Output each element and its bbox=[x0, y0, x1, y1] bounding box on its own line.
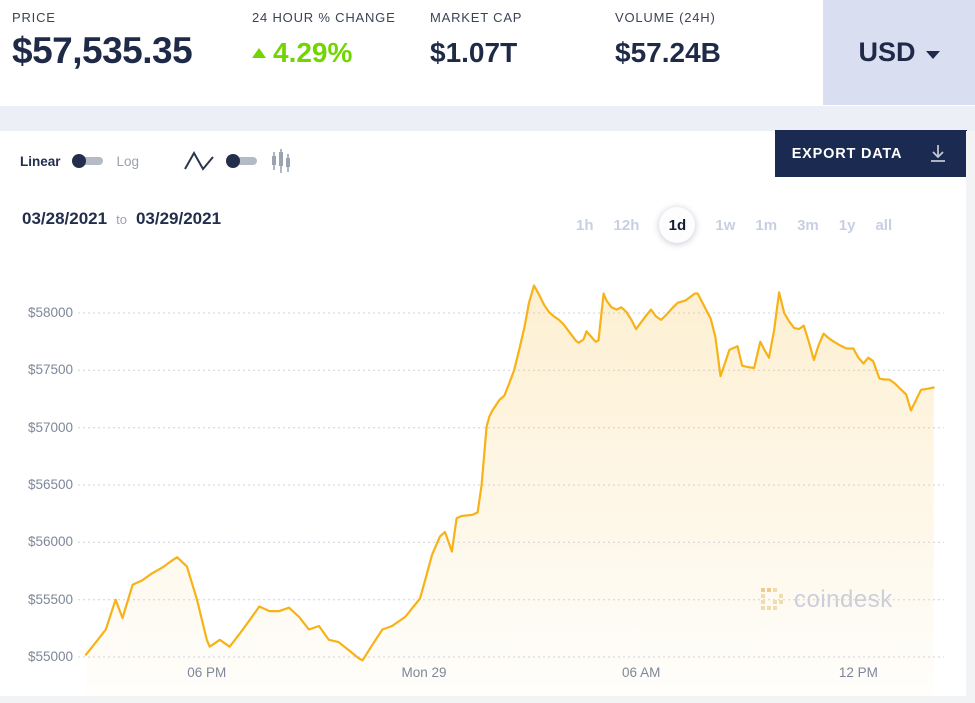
candlestick-chart-icon[interactable] bbox=[271, 148, 291, 174]
y-axis-label: $57000 bbox=[27, 419, 73, 435]
up-arrow-icon bbox=[252, 48, 266, 58]
range-button-12h[interactable]: 12h bbox=[613, 216, 640, 234]
volume-value: $57.24B bbox=[615, 37, 721, 68]
x-axis-label: Mon 29 bbox=[401, 665, 447, 680]
y-axis-label: $55500 bbox=[27, 591, 73, 607]
page-background-strip-right bbox=[966, 131, 975, 703]
date-from[interactable]: 03/28/2021 bbox=[22, 209, 108, 228]
chart-type-toggle[interactable] bbox=[226, 154, 258, 168]
volume-label: VOLUME (24H) bbox=[615, 10, 716, 25]
currency-selector[interactable]: USD bbox=[823, 0, 975, 105]
y-axis-label: $55000 bbox=[27, 649, 73, 664]
line-chart-icon[interactable] bbox=[183, 149, 215, 173]
coindesk-wordmark: coindesk bbox=[794, 586, 893, 613]
log-label[interactable]: Log bbox=[116, 153, 140, 169]
export-data-button[interactable]: EXPORT DATA bbox=[775, 130, 967, 177]
market-cap-value: $1.07T bbox=[430, 37, 518, 68]
y-axis-label: $58000 bbox=[27, 305, 73, 320]
range-button-1m[interactable]: 1m bbox=[755, 216, 778, 234]
date-range: 03/28/2021 to 03/29/2021 bbox=[22, 209, 221, 229]
x-axis-label: 06 AM bbox=[622, 665, 661, 680]
toggle-knob bbox=[226, 154, 241, 168]
range-buttons: 1h 12h 1d 1w 1m 3m 1y all bbox=[576, 205, 948, 245]
page-background-strip-bottom bbox=[0, 696, 975, 703]
range-button-all[interactable]: all bbox=[875, 216, 893, 234]
currency-value: USD bbox=[858, 37, 916, 67]
price-label: PRICE bbox=[12, 10, 56, 25]
scale-toggle[interactable] bbox=[71, 154, 103, 168]
y-axis-label: $56000 bbox=[27, 534, 73, 550]
chevron-down-icon bbox=[925, 50, 940, 59]
stat-price: PRICE $57,535.35 bbox=[12, 10, 193, 72]
price-value: $57,535.35 bbox=[12, 30, 193, 71]
linear-label[interactable]: Linear bbox=[20, 153, 61, 169]
x-axis-label: 06 PM bbox=[187, 665, 227, 680]
change-value: 4.29% bbox=[273, 37, 353, 68]
y-axis-label: $57500 bbox=[27, 362, 73, 378]
range-button-1w[interactable]: 1w bbox=[715, 216, 736, 234]
date-separator: to bbox=[116, 212, 127, 227]
change-label: 24 HOUR % CHANGE bbox=[252, 10, 396, 25]
market-cap-label: MARKET CAP bbox=[430, 10, 523, 25]
stat-change: 24 HOUR % CHANGE 4.29% bbox=[252, 10, 396, 69]
price-line bbox=[84, 284, 935, 662]
export-data-label: EXPORT DATA bbox=[791, 145, 903, 162]
date-to[interactable]: 03/29/2021 bbox=[135, 209, 222, 228]
chart-toolbar: Linear Log bbox=[20, 146, 291, 176]
coindesk-watermark: coindesk bbox=[760, 586, 893, 614]
range-button-1h[interactable]: 1h bbox=[576, 216, 594, 234]
y-axis-label: $56500 bbox=[27, 477, 73, 492]
range-button-1y[interactable]: 1y bbox=[838, 216, 856, 234]
download-icon bbox=[931, 144, 946, 162]
range-button-3m[interactable]: 3m bbox=[797, 216, 819, 234]
stats-header: PRICE $57,535.35 24 HOUR % CHANGE 4.29% … bbox=[0, 0, 975, 106]
change-value-wrap: 4.29% bbox=[252, 37, 396, 69]
stat-volume: VOLUME (24H) $57.24B bbox=[615, 10, 721, 69]
section-divider bbox=[0, 106, 975, 131]
range-button-1d[interactable]: 1d bbox=[659, 207, 696, 243]
toggle-knob bbox=[71, 154, 86, 168]
coindesk-logo-icon bbox=[761, 588, 783, 610]
price-area-fill bbox=[85, 285, 934, 696]
x-axis-label: 12 PM bbox=[838, 665, 878, 680]
stat-market-cap: MARKET CAP $1.07T bbox=[430, 10, 522, 69]
